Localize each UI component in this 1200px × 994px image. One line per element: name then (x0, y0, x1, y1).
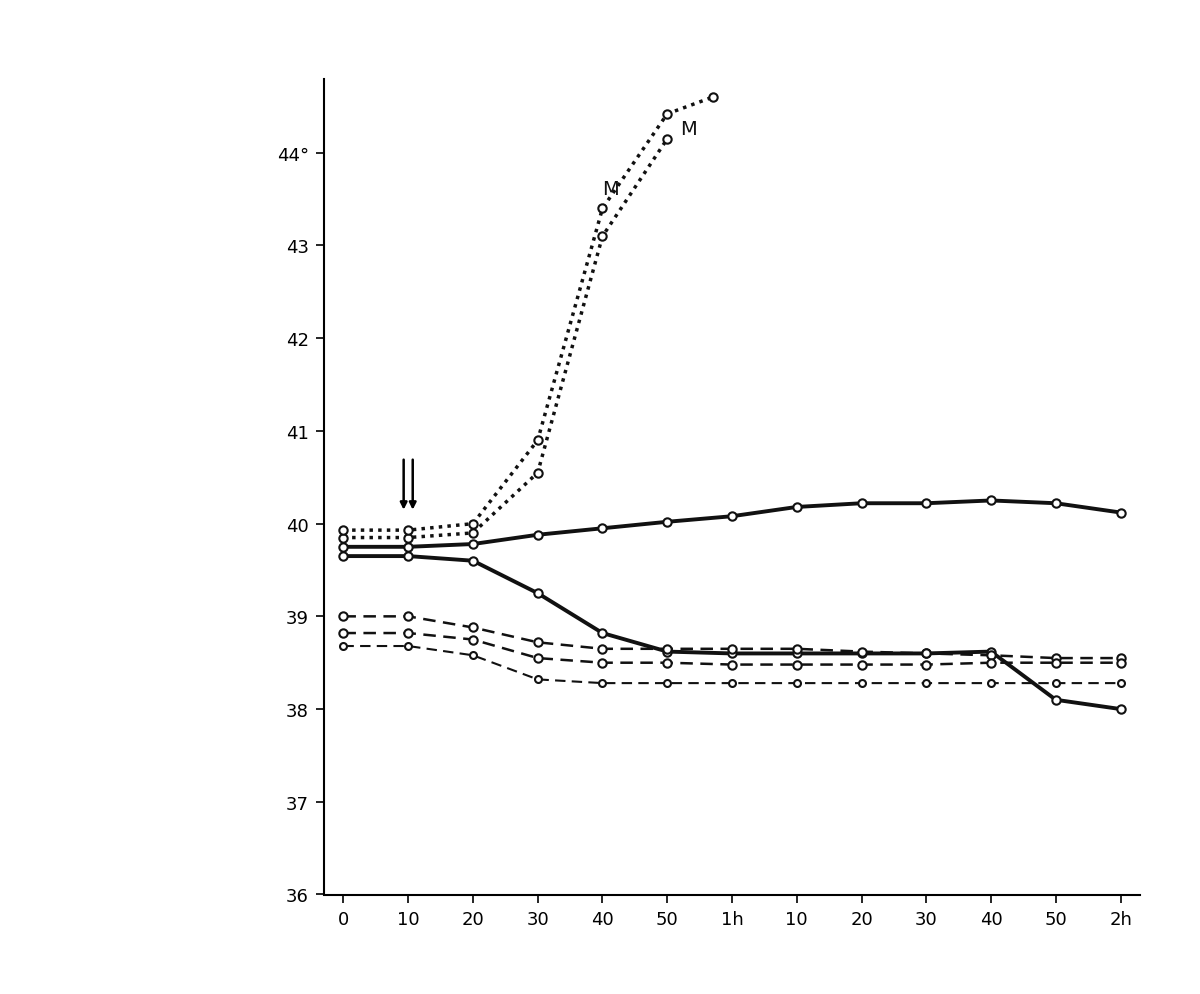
Text: M: M (680, 120, 697, 139)
Text: M: M (602, 180, 619, 199)
